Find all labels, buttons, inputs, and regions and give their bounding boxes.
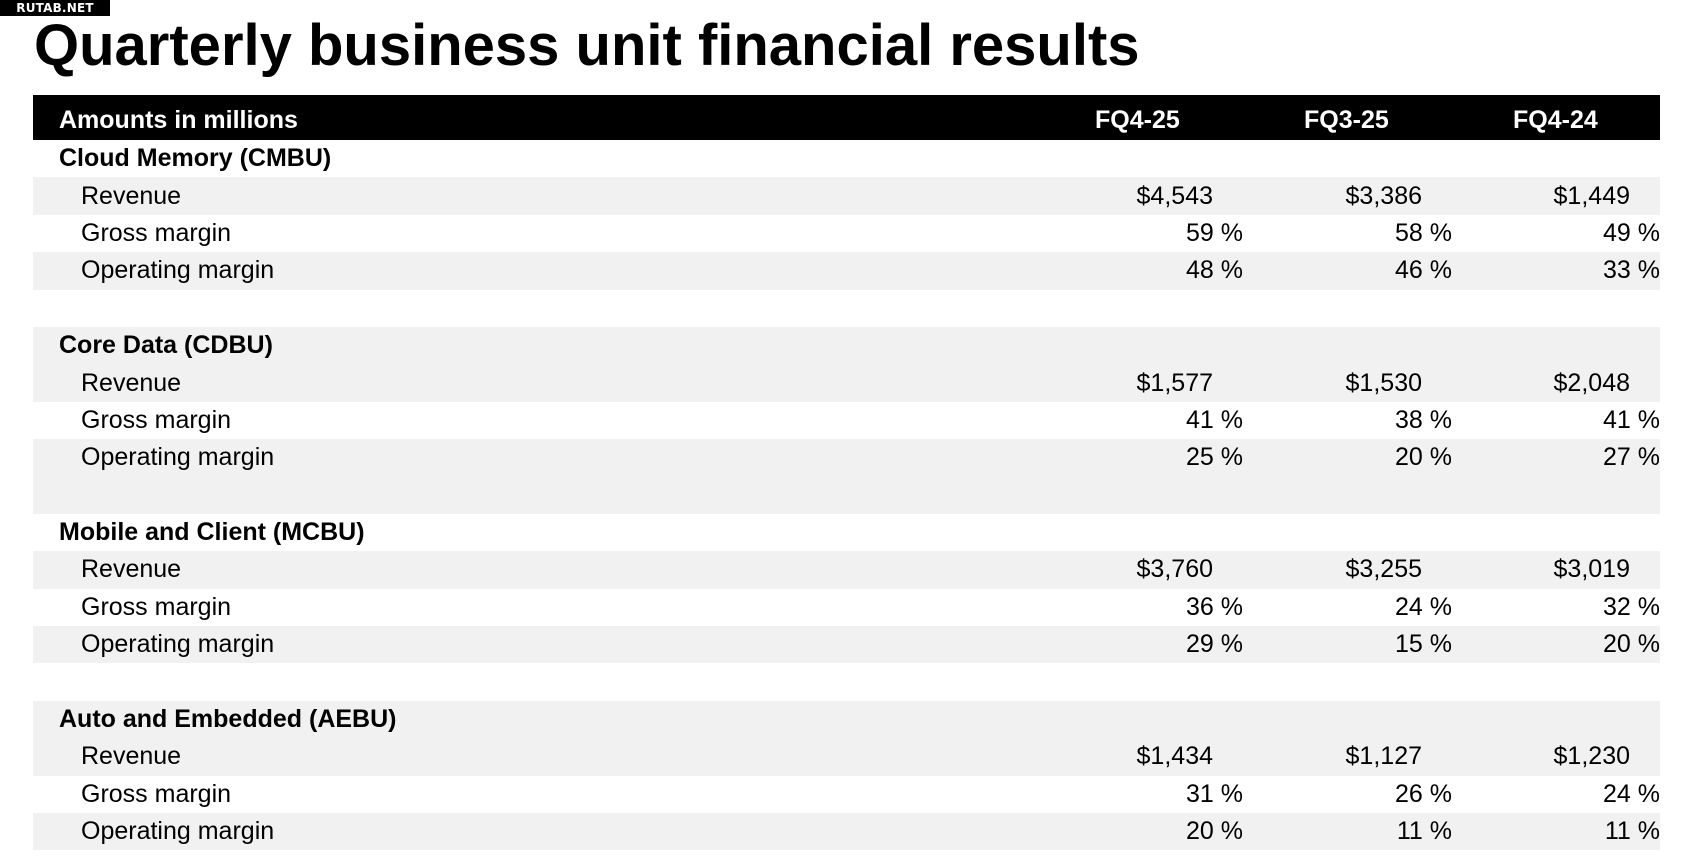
- value-cell: 24 %: [1395, 592, 1452, 621]
- value-cell: $3,760: [1136, 555, 1213, 584]
- table-body: Cloud Memory (CMBU) Revenue $4,543 $3,386 $1…: [33, 140, 1660, 851]
- value-cell: 31 %: [1186, 779, 1243, 808]
- value-cell: $1,530: [1345, 368, 1422, 397]
- financial-results-table: Amounts in millions FQ4-25 FQ3-25 FQ4-24…: [33, 95, 1660, 851]
- metric-label: Revenue: [81, 555, 182, 584]
- section-name: Auto and Embedded (AEBU): [59, 705, 397, 734]
- table-row: Operating margin 25 % 20 % 27 %: [33, 439, 1660, 477]
- value-cell: 24 %: [1603, 779, 1660, 808]
- value-cell: 49 %: [1603, 218, 1660, 247]
- value-cell: $1,127: [1345, 742, 1422, 771]
- table-row: Revenue $1,577 $1,530 $2,048: [33, 364, 1660, 402]
- value-cell: $1,230: [1553, 742, 1630, 771]
- value-cell: $3,255: [1345, 555, 1422, 584]
- table-header-background: [33, 95, 1660, 140]
- value-cell: 41 %: [1603, 405, 1660, 434]
- metric-label: Revenue: [81, 181, 182, 210]
- value-cell: 29 %: [1186, 630, 1243, 659]
- value-cell: 59 %: [1186, 218, 1243, 247]
- section-header-row: Auto and Embedded (AEBU): [33, 700, 1660, 739]
- value-cell: $1,434: [1136, 742, 1213, 771]
- metric-label: Gross margin: [81, 405, 232, 434]
- value-cell: $3,019: [1553, 555, 1630, 584]
- page-title: Quarterly business unit financial result…: [34, 13, 1140, 78]
- table-row: Gross margin 31 % 26 % 24 %: [33, 776, 1660, 813]
- metric-label: Gross margin: [81, 218, 232, 247]
- value-cell: 33 %: [1603, 256, 1660, 285]
- metric-label: Operating margin: [81, 630, 275, 659]
- value-cell: 46 %: [1395, 256, 1452, 285]
- value-cell: 32 %: [1603, 592, 1660, 621]
- spacer-row: [33, 290, 1660, 327]
- metric-label: Operating margin: [81, 256, 275, 285]
- value-cell: 11 %: [1396, 817, 1452, 846]
- value-cell: 41 %: [1186, 405, 1243, 434]
- header-amounts-label: Amounts in millions: [59, 106, 298, 134]
- table-row: Revenue $4,543 $3,386 $1,449: [33, 177, 1660, 215]
- table-row: Gross margin 59 % 58 % 49 %: [33, 215, 1660, 252]
- value-cell: $3,386: [1345, 181, 1422, 210]
- column-header-fq3-25: FQ3-25: [1304, 106, 1389, 134]
- table-row: Operating margin 48 % 46 % 33 %: [33, 252, 1660, 290]
- value-cell: 38 %: [1395, 405, 1452, 434]
- table-row: Revenue $1,434 $1,127 $1,230: [33, 738, 1660, 776]
- column-header-fq4-25: FQ4-25: [1095, 106, 1180, 134]
- metric-label: Revenue: [81, 742, 182, 771]
- spacer-row: [33, 476, 1660, 514]
- value-cell: 25 %: [1186, 443, 1243, 472]
- watermark-logo: RUTAB.NET: [0, 0, 110, 16]
- section-name: Core Data (CDBU): [59, 331, 273, 360]
- value-cell: 20 %: [1395, 443, 1452, 472]
- value-cell: 48 %: [1186, 256, 1243, 285]
- value-cell: 36 %: [1186, 592, 1243, 621]
- value-cell: $4,543: [1136, 181, 1213, 210]
- section-name: Cloud Memory (CMBU): [59, 144, 332, 173]
- table-row: Gross margin 41 % 38 % 41 %: [33, 402, 1660, 439]
- metric-label: Operating margin: [81, 443, 275, 472]
- metric-label: Revenue: [81, 368, 182, 397]
- column-header-fq4-24: FQ4-24: [1513, 106, 1598, 134]
- value-cell: 26 %: [1395, 779, 1452, 808]
- section-name: Mobile and Client (MCBU): [59, 518, 365, 547]
- metric-label: Operating margin: [81, 817, 275, 846]
- value-cell: $1,577: [1136, 368, 1213, 397]
- value-cell: $2,048: [1553, 368, 1630, 397]
- value-cell: 58 %: [1395, 218, 1452, 247]
- table-row: Operating margin 20 % 11 % 11 %: [33, 813, 1660, 851]
- value-cell: $1,449: [1553, 181, 1630, 210]
- value-cell: 20 %: [1186, 817, 1243, 846]
- table-row: Gross margin 36 % 24 % 32 %: [33, 589, 1660, 626]
- metric-label: Gross margin: [81, 779, 232, 808]
- section-header-row: Cloud Memory (CMBU): [33, 140, 1660, 177]
- section-header-row: Mobile and Client (MCBU): [33, 514, 1660, 551]
- table-row: Operating margin 29 % 15 % 20 %: [33, 626, 1660, 664]
- table-row: Revenue $3,760 $3,255 $3,019: [33, 551, 1660, 589]
- metric-label: Gross margin: [81, 592, 232, 621]
- value-cell: 15 %: [1395, 630, 1452, 659]
- table-header-row: Amounts in millions FQ4-25 FQ3-25 FQ4-24: [33, 95, 1660, 144]
- value-cell: 11 %: [1604, 817, 1660, 846]
- section-header-row: Core Data (CDBU): [33, 326, 1660, 365]
- value-cell: 27 %: [1603, 443, 1660, 472]
- spacer-row: [33, 663, 1660, 700]
- value-cell: 20 %: [1603, 630, 1660, 659]
